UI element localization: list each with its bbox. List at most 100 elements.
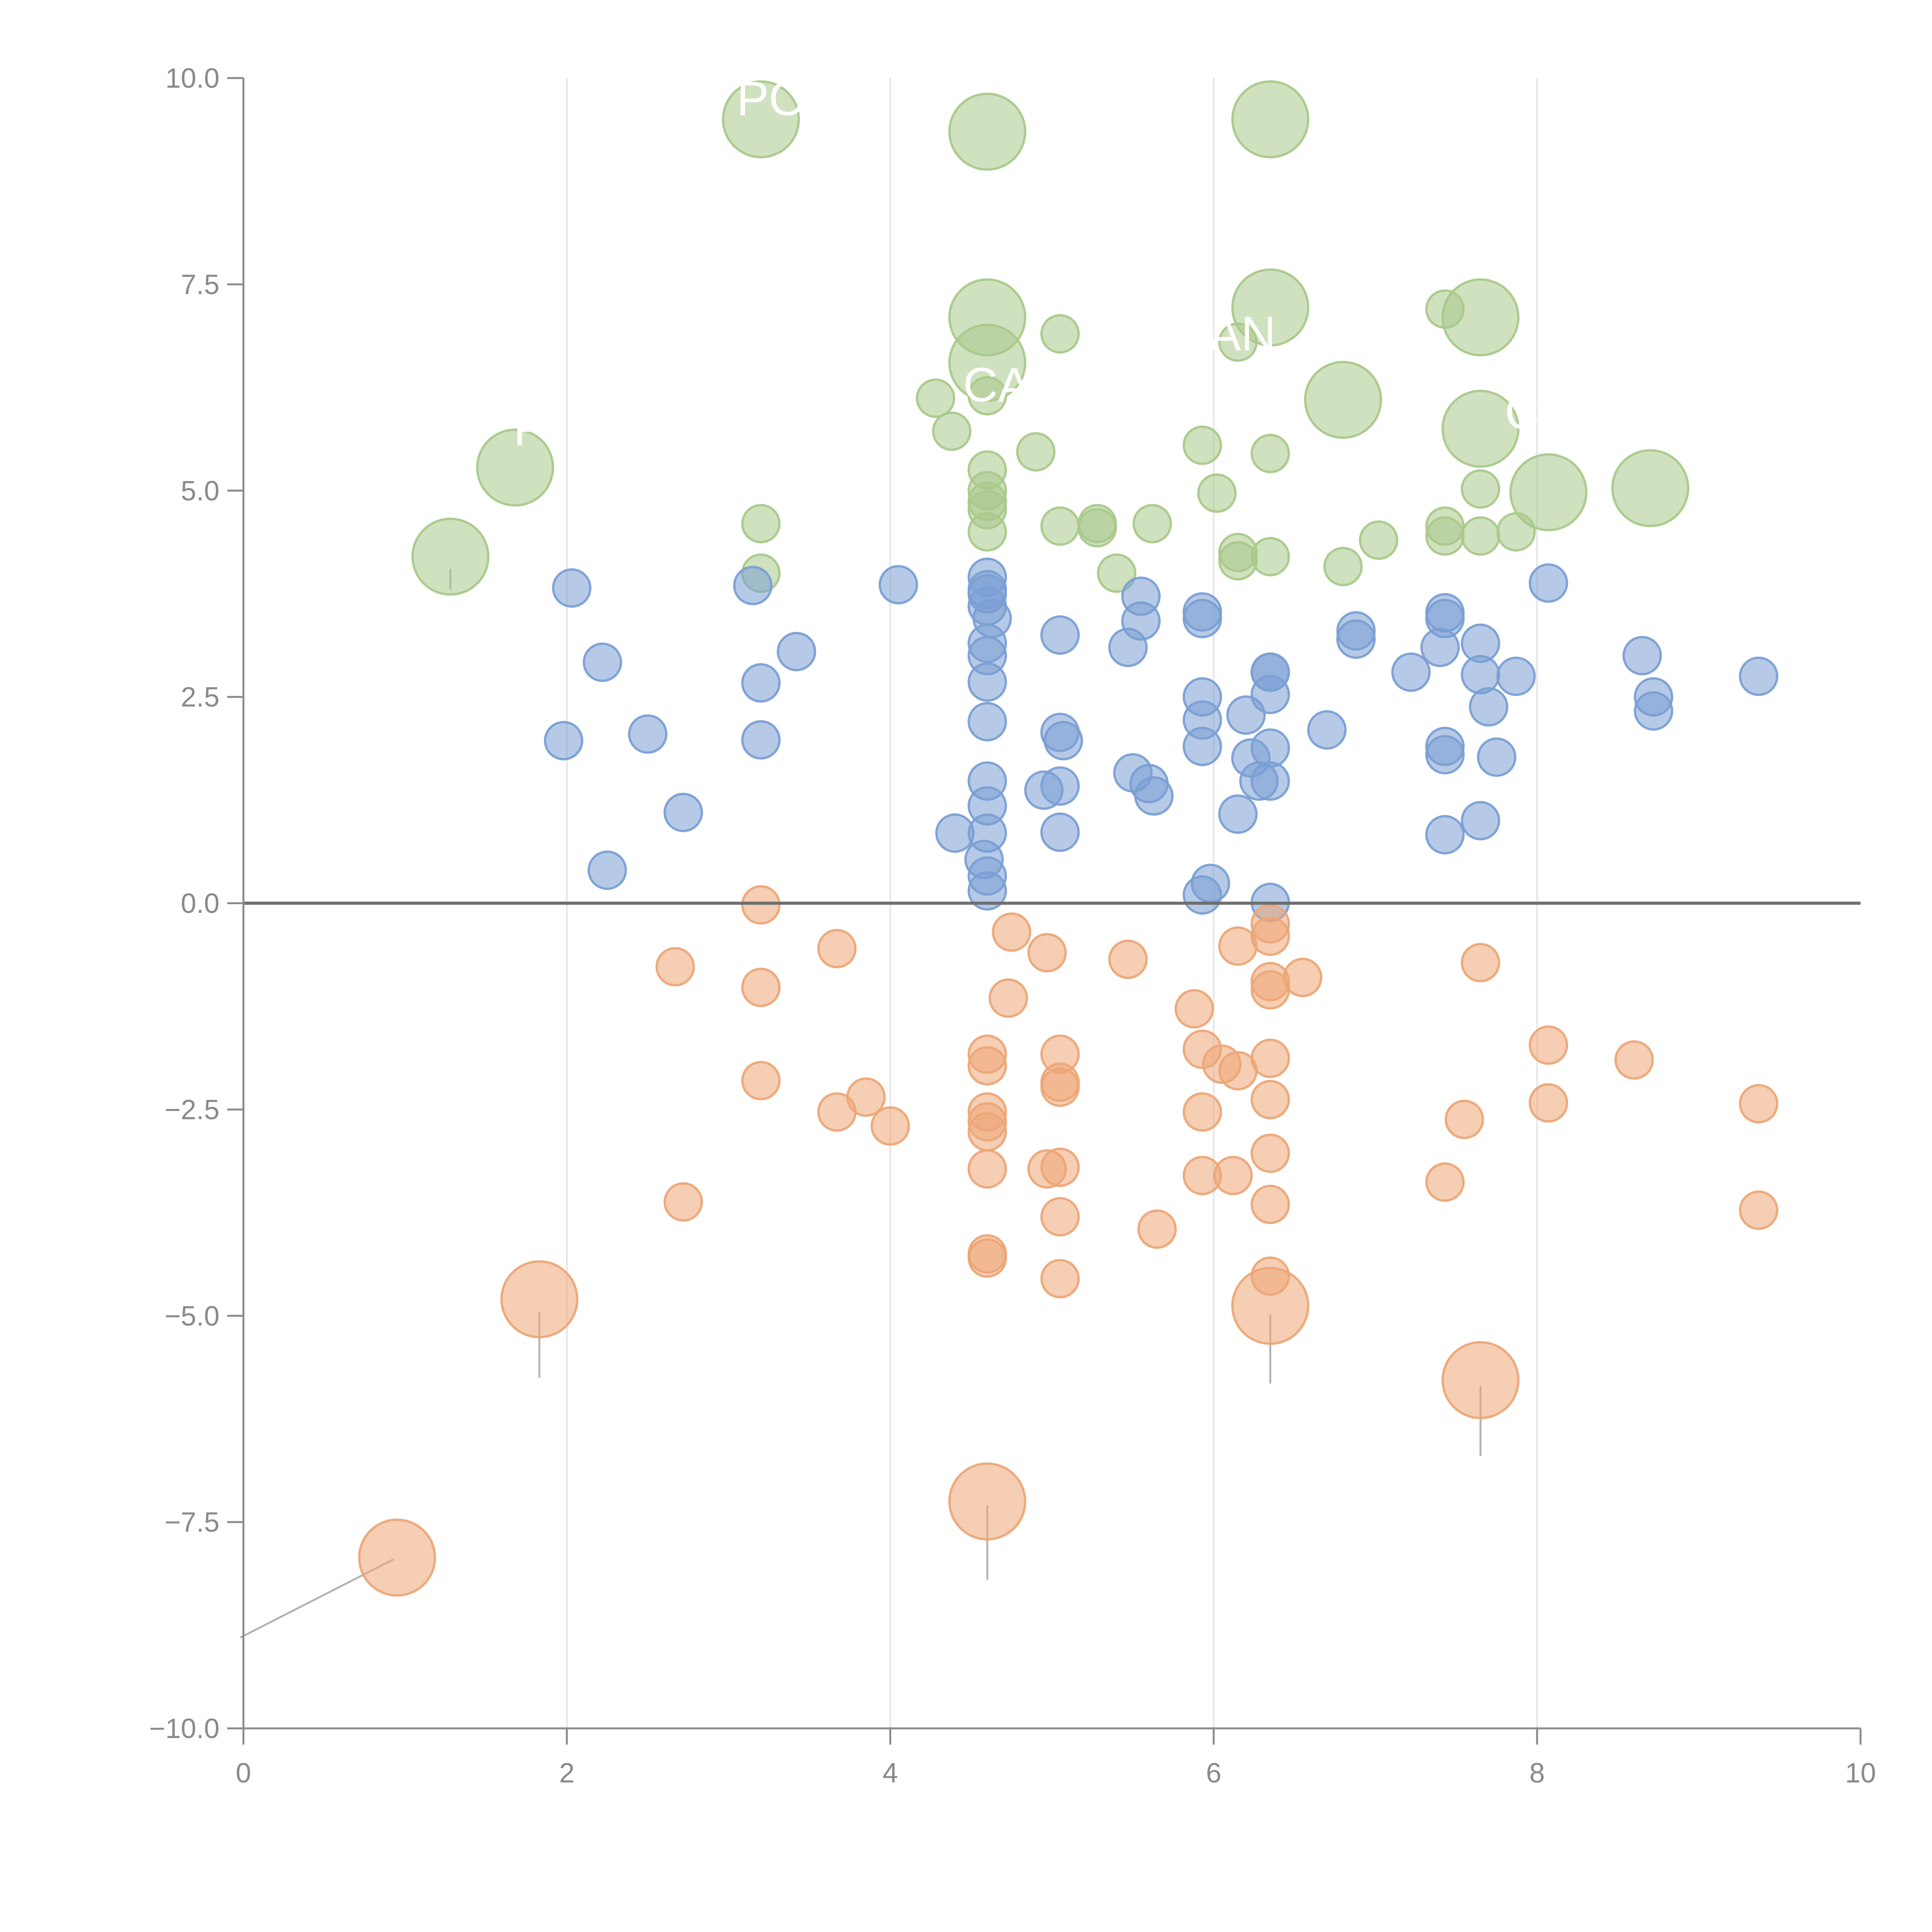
bubble-orange — [358, 1519, 436, 1597]
bubble-orange — [1250, 1133, 1290, 1173]
bubble-orange — [1529, 1083, 1568, 1123]
x-tick-label: 0 — [236, 1758, 251, 1789]
bubble-green — [1461, 469, 1500, 509]
bubble-orange — [1108, 939, 1148, 979]
bubble-green — [1441, 389, 1520, 468]
bubble-blue — [741, 720, 781, 760]
bubble-blue — [733, 566, 773, 605]
bubble-green — [968, 512, 1007, 552]
y-tick-label: 10.0 — [165, 63, 219, 94]
bubble-green — [1509, 453, 1588, 531]
bubble-blue — [878, 565, 918, 605]
bubble-orange — [663, 1182, 703, 1222]
bubble-blue — [741, 663, 781, 703]
x-tick-label: 2 — [559, 1758, 575, 1789]
bubble-orange — [1444, 1100, 1484, 1139]
x-tick-label: 8 — [1529, 1758, 1545, 1789]
bubble-blue — [1250, 761, 1290, 801]
bubble-green — [1040, 314, 1080, 354]
bubble-blue — [663, 793, 703, 832]
bubble-blue — [583, 642, 622, 682]
bubble-orange — [968, 1238, 1007, 1278]
bubble-green — [1496, 512, 1536, 552]
bubble-green — [1359, 520, 1398, 560]
bubble-blue — [968, 871, 1007, 911]
bubble-blue — [1461, 801, 1500, 840]
bubble-layer — [358, 80, 1779, 1597]
bubble-orange — [1739, 1190, 1779, 1230]
bubble-orange — [1040, 1259, 1080, 1299]
bubble-blue — [1336, 619, 1376, 659]
bubble-orange — [1250, 1080, 1290, 1119]
bubble-orange — [1529, 1025, 1568, 1065]
bubble-orange — [1250, 1256, 1290, 1296]
bubble-green — [741, 504, 781, 544]
y-tick-label: −10.0 — [149, 1713, 219, 1744]
bubble-orange — [817, 929, 857, 968]
y-tick-label: 7.5 — [181, 269, 219, 300]
bubble-green — [1097, 553, 1136, 593]
bubble-green — [1250, 537, 1290, 577]
bubble-orange — [1040, 1197, 1080, 1236]
bubble-orange — [1441, 1341, 1520, 1419]
bubble-orange — [1250, 1185, 1290, 1224]
bubble-orange — [1425, 1162, 1465, 1202]
bubble-green — [1611, 449, 1689, 527]
bubble-blue — [1040, 766, 1080, 806]
bubble-orange — [1614, 1040, 1654, 1080]
bubble-orange — [968, 1112, 1007, 1151]
bubble-orange — [500, 1260, 578, 1338]
bubble-green — [1182, 425, 1222, 465]
bubble-blue — [1529, 563, 1568, 603]
bubble-blue — [1469, 687, 1509, 727]
bubble-blue — [1425, 735, 1465, 775]
y-tick-label: −2.5 — [165, 1094, 219, 1125]
x-tick-label: 6 — [1206, 1758, 1221, 1789]
bubble-blue — [1226, 695, 1266, 735]
bubble-green — [1425, 516, 1465, 556]
bubble-annotation: F — [514, 402, 543, 456]
bubble-blue — [587, 850, 627, 890]
bubble-blue — [1121, 601, 1161, 641]
bubble-blue — [1134, 776, 1174, 816]
bubble-orange — [988, 978, 1028, 1018]
y-tick-label: 0.0 — [181, 888, 219, 919]
bubble-green — [1016, 432, 1056, 472]
bubble-orange — [1174, 989, 1214, 1029]
bubble-blue — [968, 702, 1007, 742]
bubble-green — [1461, 516, 1500, 556]
y-tick-label: 5.0 — [181, 476, 219, 507]
bubble-orange — [992, 912, 1031, 952]
bubble-orange — [1137, 1209, 1177, 1249]
bubble-annotation: CA — [963, 358, 1030, 412]
bubble-blue — [1420, 628, 1460, 667]
axis-layer: 10.0 7.5 5.0 2.5 0.0 −2.5 −5.0 −7.5 −10.0 0 2 4 6 8 10 — [149, 63, 1876, 1789]
bubble-orange — [1250, 1039, 1290, 1078]
bubble-blue — [1182, 875, 1222, 915]
bubble-blue — [1739, 656, 1779, 696]
bubble-orange — [968, 1149, 1007, 1189]
bubble-green — [1218, 322, 1258, 362]
x-tick-label: 4 — [883, 1758, 898, 1789]
bubble-orange — [871, 1106, 910, 1146]
bubble-blue — [1040, 812, 1080, 852]
bubble-orange — [655, 947, 695, 986]
x-tick-label: 10 — [1845, 1758, 1876, 1789]
bubble-blue — [628, 714, 668, 754]
bubble-orange — [1040, 1067, 1080, 1107]
bubble-orange — [968, 1046, 1007, 1086]
bubble-green — [722, 80, 800, 158]
bubble-green — [916, 378, 956, 418]
bubble-green — [1231, 268, 1310, 347]
bubble-green — [948, 92, 1027, 171]
bubble-orange — [948, 1462, 1027, 1541]
bubble-green — [476, 429, 554, 507]
bubble-blue — [1182, 726, 1222, 766]
bubble-blue — [1391, 652, 1431, 692]
bubble-green — [1197, 473, 1237, 513]
bubble-green — [1323, 547, 1363, 587]
y-tick-label: 2.5 — [181, 682, 219, 713]
bubble-orange — [741, 968, 781, 1007]
bubble-blue — [1425, 815, 1465, 855]
bubble-blue — [1218, 794, 1258, 834]
